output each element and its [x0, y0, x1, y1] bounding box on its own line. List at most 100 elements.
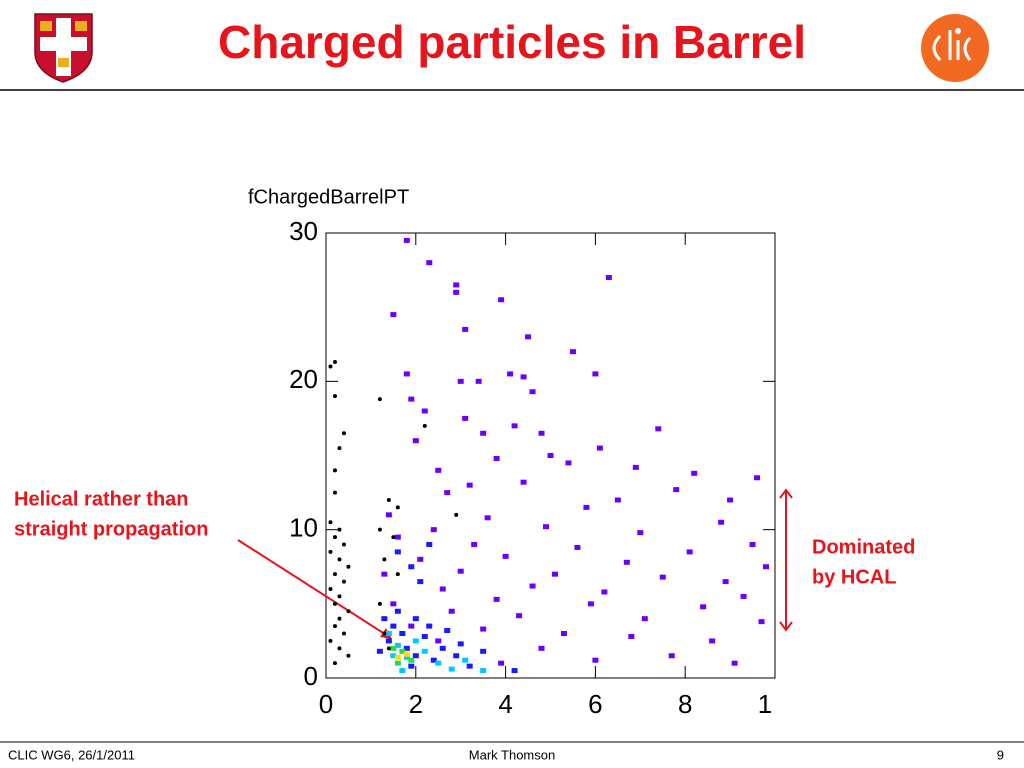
histogram-cell — [632, 464, 639, 470]
histogram-cell — [520, 374, 527, 380]
histogram-cell — [569, 349, 576, 355]
point — [386, 646, 391, 651]
histogram-cell — [493, 455, 500, 461]
histogram-cell — [727, 497, 734, 503]
point — [337, 594, 342, 599]
histogram-cell — [718, 519, 725, 525]
histogram-cell — [412, 616, 419, 622]
annotation: by HCAL — [812, 566, 896, 588]
point — [332, 490, 337, 495]
histogram-cell — [412, 653, 419, 659]
footer-left: CLIC WG6, 26/1/2011 — [8, 747, 135, 762]
annotation-arrow — [237, 539, 389, 637]
histogram-cell — [403, 371, 410, 377]
histogram-cell — [480, 648, 487, 654]
histogram-cell — [592, 371, 599, 377]
range-arrow — [779, 488, 793, 632]
histogram-cell — [520, 479, 527, 485]
point — [377, 527, 382, 532]
histogram-cell — [551, 571, 558, 577]
histogram-cell — [668, 653, 675, 659]
histogram-cell — [529, 583, 536, 589]
histogram-cell — [435, 467, 442, 473]
histogram-cell — [390, 653, 397, 659]
histogram-cell — [457, 641, 464, 647]
point — [337, 446, 342, 451]
histogram-cell — [722, 579, 729, 585]
point — [332, 394, 337, 399]
histogram-cell — [444, 628, 451, 634]
histogram-cell — [637, 530, 644, 536]
histogram-cell — [498, 660, 505, 666]
histogram-cell — [565, 460, 572, 466]
point — [328, 587, 333, 591]
histogram-cell — [439, 586, 446, 592]
point — [328, 549, 333, 554]
histogram-cell — [394, 608, 401, 614]
histogram-cell — [466, 663, 473, 669]
point — [337, 557, 342, 562]
histogram-cell — [408, 564, 415, 570]
x-tick-label: 8 — [678, 689, 692, 719]
point — [332, 601, 337, 606]
point — [395, 505, 400, 510]
histogram-cell — [399, 648, 406, 654]
histogram-cell — [421, 633, 428, 639]
point — [332, 468, 337, 473]
annotation: straight propagation — [14, 518, 208, 540]
point — [332, 535, 337, 540]
histogram-cell — [605, 275, 612, 280]
histogram-cell — [399, 631, 406, 636]
slide-title: Charged particles in Barrel — [218, 16, 806, 68]
histogram-cell — [376, 648, 383, 654]
point — [386, 498, 391, 502]
histogram-cell — [390, 312, 397, 318]
histogram-cell — [511, 668, 518, 674]
histogram-cell — [408, 663, 415, 669]
histogram-cell — [498, 297, 505, 303]
histogram-cell — [480, 626, 487, 632]
histogram-cell — [381, 571, 388, 577]
histogram-cell — [394, 660, 401, 666]
y-tick-label: 20 — [289, 364, 318, 394]
histogram-cell — [574, 544, 581, 550]
histogram-cell — [394, 642, 401, 648]
histogram-cell — [583, 504, 590, 510]
histogram-cell — [596, 445, 603, 451]
histogram-cell — [381, 616, 388, 622]
histogram-cell — [394, 654, 401, 660]
histogram-cell — [385, 512, 392, 518]
histogram-cell — [385, 631, 392, 636]
histogram-cell — [731, 660, 738, 666]
y-tick-label: 30 — [289, 216, 318, 246]
clic-logo — [921, 14, 989, 82]
histogram-cell — [426, 623, 433, 629]
histogram-cell — [560, 631, 567, 636]
histogram-cell — [390, 601, 397, 607]
point — [341, 431, 346, 436]
histogram-cell — [529, 389, 536, 395]
histogram-cell — [457, 568, 464, 574]
histogram-cell — [480, 668, 487, 674]
histogram-cell — [430, 657, 437, 663]
histogram-cell — [641, 616, 648, 622]
y-tick-label: 10 — [289, 513, 318, 543]
histogram-cell — [511, 423, 518, 429]
histogram-cell — [601, 589, 608, 595]
histogram-cell — [435, 638, 442, 644]
histogram-cell — [543, 524, 550, 530]
footer-right: 9 — [997, 747, 1004, 762]
point — [346, 653, 351, 658]
x-tick-label: 2 — [409, 689, 423, 719]
histogram-cell — [462, 415, 469, 421]
histogram-cell — [754, 475, 761, 481]
point — [382, 631, 387, 636]
plot-frame — [325, 232, 776, 679]
point — [337, 616, 342, 621]
histogram-cell — [421, 648, 428, 654]
point — [341, 542, 346, 547]
histogram-cell — [403, 237, 410, 243]
point — [328, 364, 333, 369]
histogram-cell — [408, 623, 415, 629]
